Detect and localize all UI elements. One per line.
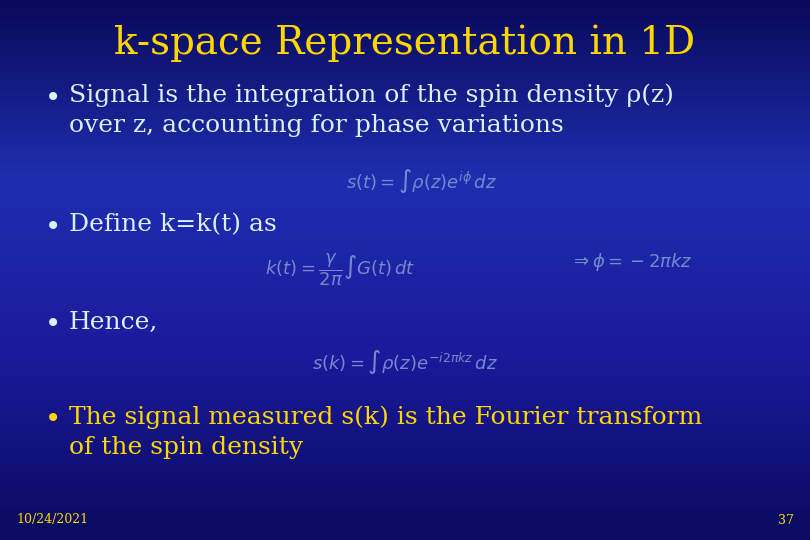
Text: Signal is the integration of the spin density ρ(z)
over z, accounting for phase : Signal is the integration of the spin de… xyxy=(69,84,674,138)
Text: $s(t) = \int \rho(z)e^{i\phi}\,dz$: $s(t) = \int \rho(z)e^{i\phi}\,dz$ xyxy=(346,167,497,195)
Text: •: • xyxy=(45,84,61,112)
Text: Define k=k(t) as: Define k=k(t) as xyxy=(69,213,276,237)
Text: •: • xyxy=(45,213,61,241)
Text: The signal measured s(k) is the Fourier transform
of the spin density: The signal measured s(k) is the Fourier … xyxy=(69,405,702,459)
Text: $k(t) = \dfrac{\gamma}{2\pi}\int G(t)\,dt$: $k(t) = \dfrac{\gamma}{2\pi}\int G(t)\,d… xyxy=(265,251,416,288)
Text: •: • xyxy=(45,405,61,433)
Text: 37: 37 xyxy=(778,514,794,526)
Text: Hence,: Hence, xyxy=(69,310,158,334)
Text: 10/24/2021: 10/24/2021 xyxy=(16,514,88,526)
Text: k-space Representation in 1D: k-space Representation in 1D xyxy=(114,24,696,62)
Text: •: • xyxy=(45,310,61,339)
Text: $s(k) = \int \rho(z)e^{-i2\pi kz}\,dz$: $s(k) = \int \rho(z)e^{-i2\pi kz}\,dz$ xyxy=(312,348,498,376)
Text: $\Rightarrow \phi = -2\pi kz$: $\Rightarrow \phi = -2\pi kz$ xyxy=(570,251,693,273)
